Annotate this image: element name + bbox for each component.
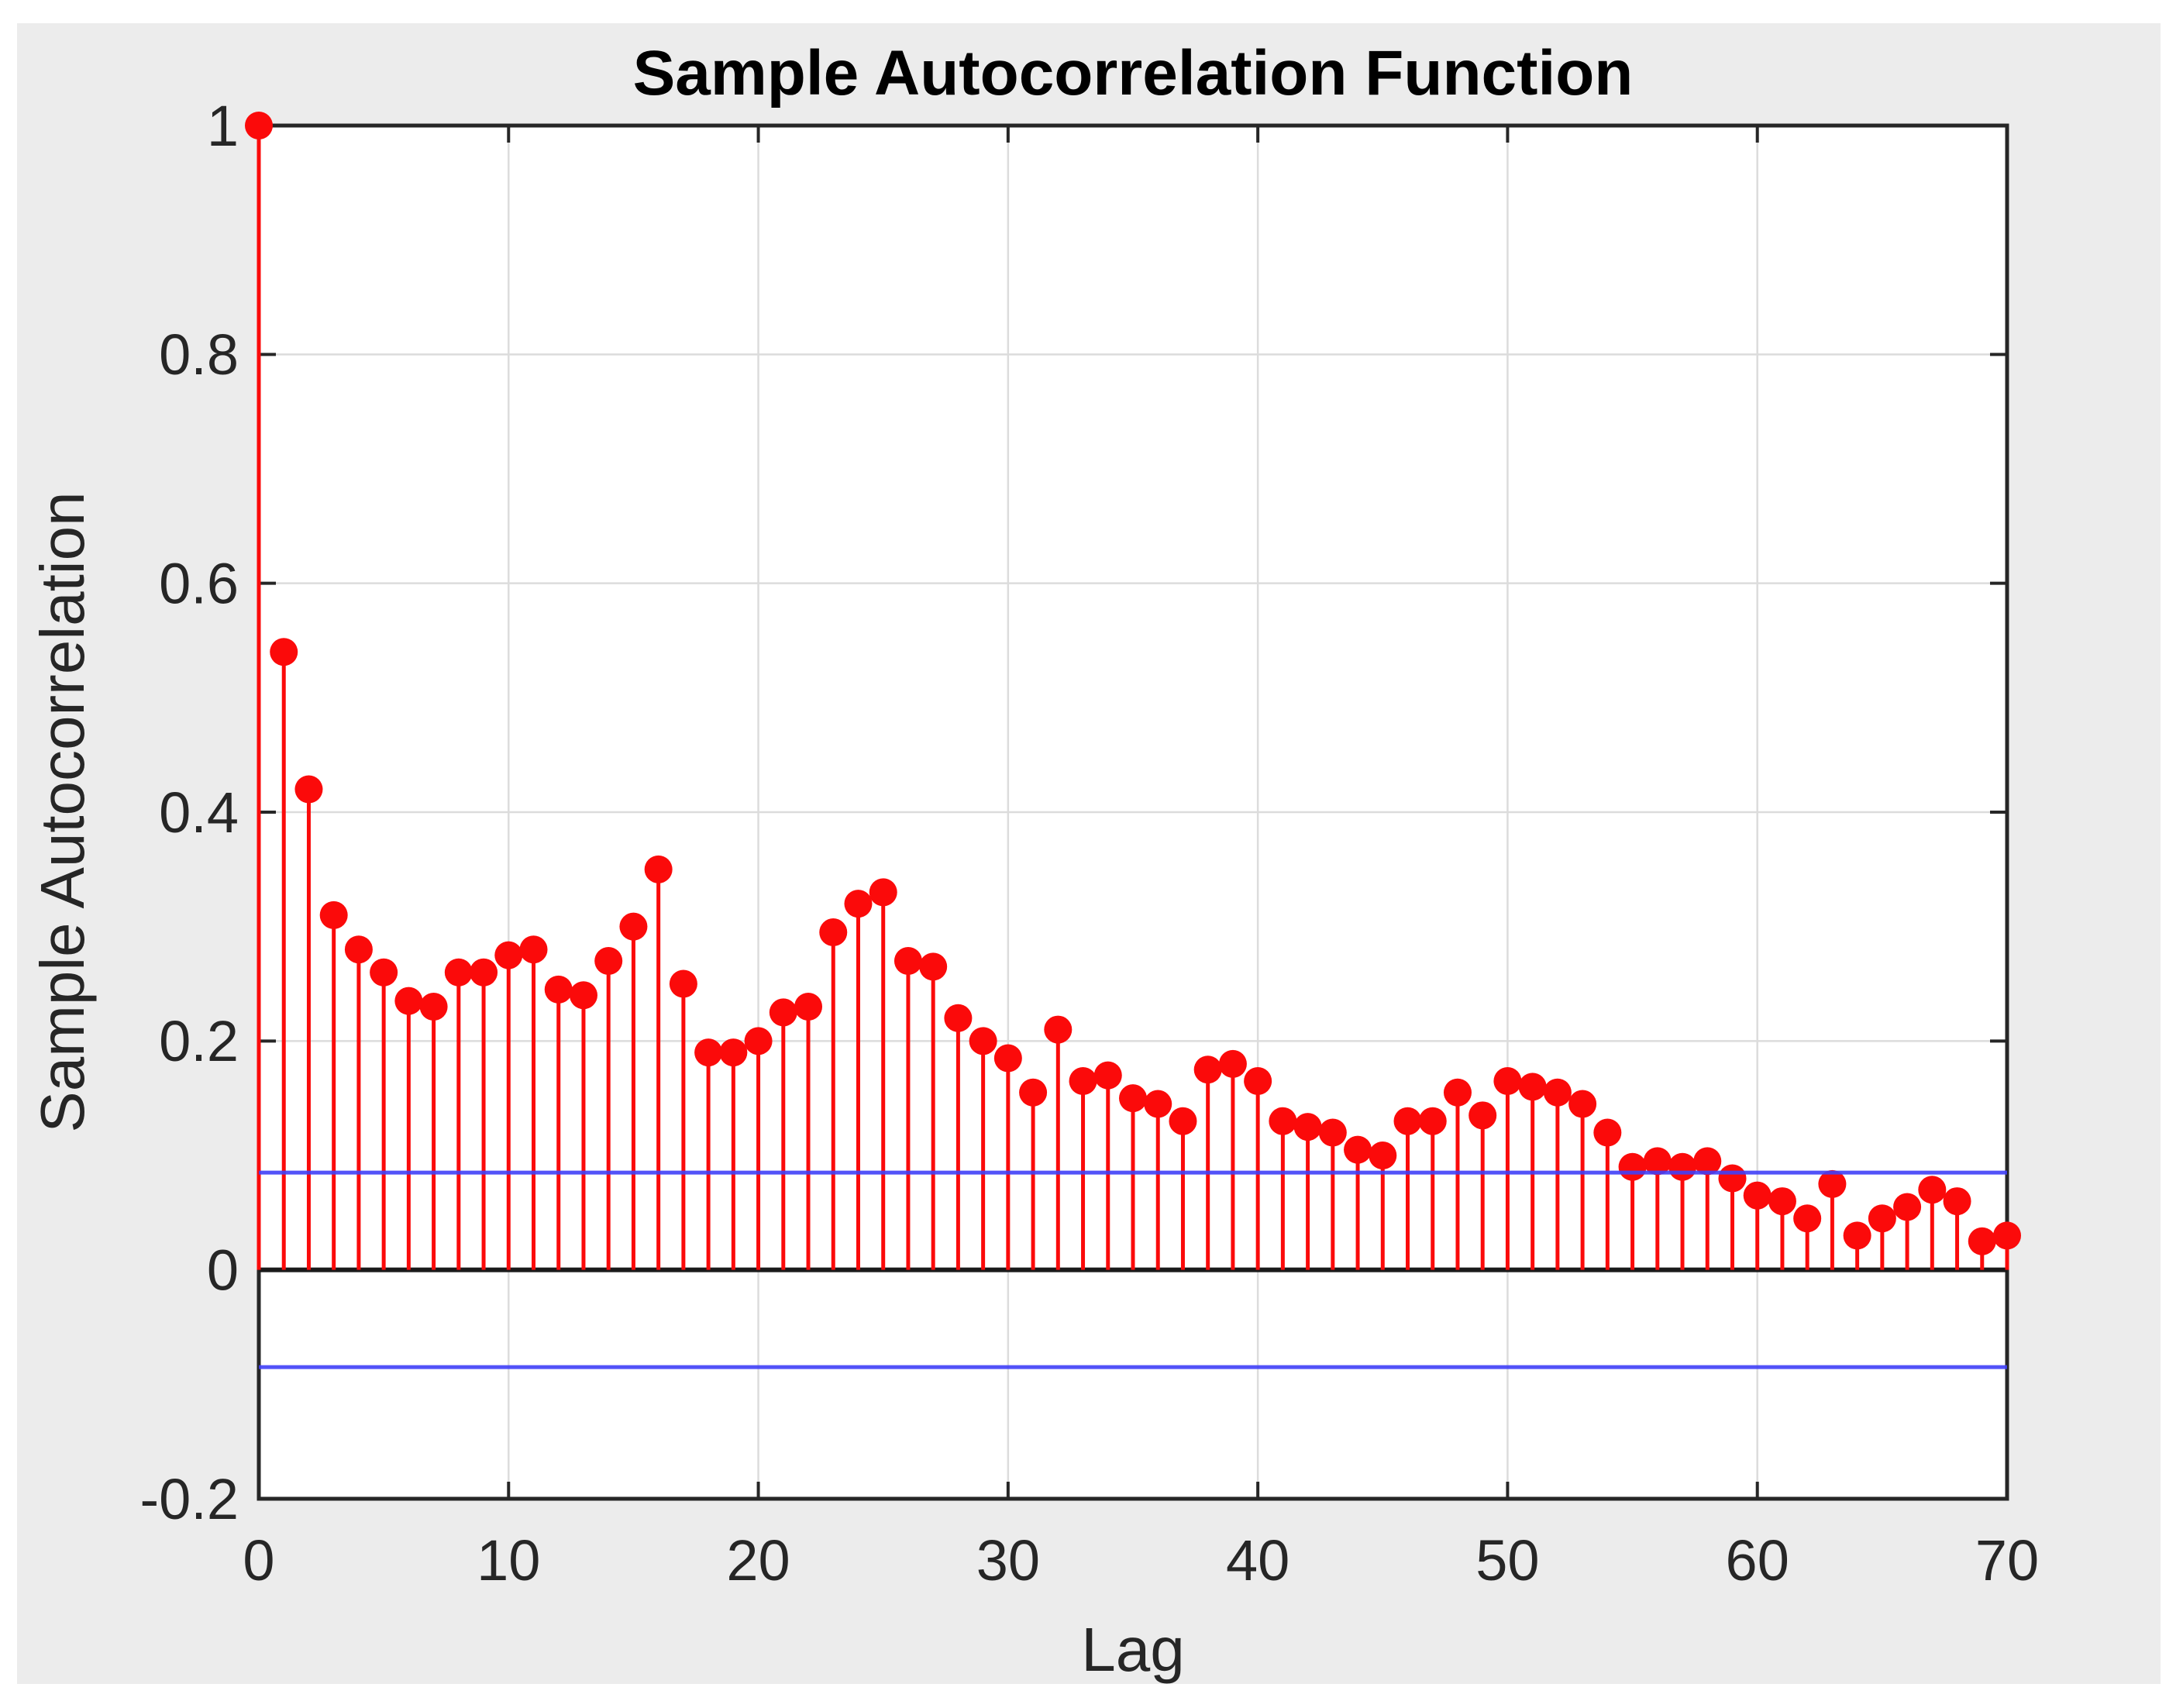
stem-marker (1893, 1193, 1922, 1221)
stem-marker (1418, 1107, 1447, 1135)
stem-marker (1918, 1176, 1947, 1204)
stem-marker (569, 981, 597, 1010)
x-tick-label: 70 (1975, 1528, 2039, 1593)
stem-marker (744, 1027, 773, 1055)
stem-marker (993, 1044, 1022, 1073)
stem-marker (344, 935, 373, 964)
x-tick-label: 10 (477, 1528, 540, 1593)
y-axis-label: Sample Autocorrelation (28, 491, 97, 1132)
stem-marker (1393, 1107, 1422, 1135)
stem-marker (1993, 1221, 2021, 1250)
stem-marker (1643, 1147, 1672, 1176)
stem-marker (869, 878, 897, 907)
stem-marker (1618, 1152, 1647, 1181)
x-tick-label: 50 (1475, 1528, 1539, 1593)
stem-marker (294, 775, 323, 804)
stem-marker (1469, 1101, 1497, 1130)
stem-marker (1044, 1015, 1073, 1044)
x-tick-label: 0 (243, 1528, 274, 1593)
stem-marker (1743, 1181, 1772, 1210)
y-tick-label: -0.2 (139, 1467, 239, 1531)
y-tick-label: 0.4 (159, 780, 239, 845)
stem-marker (1369, 1142, 1397, 1169)
stem-marker (270, 638, 298, 666)
tick-labels: 0 10 20 30 40 50 60 70-0.200.20.40.60.81 (139, 94, 2039, 1593)
stem-marker (719, 1038, 748, 1067)
stem-marker (1843, 1221, 1871, 1250)
stem-marker (919, 952, 948, 981)
stem-marker (1693, 1147, 1722, 1176)
stem-marker (1968, 1227, 1996, 1255)
stem-marker (1218, 1049, 1247, 1078)
x-tick-label: 20 (726, 1528, 790, 1593)
stem-marker (494, 941, 523, 969)
stem-marker (669, 969, 697, 998)
stem-marker (1144, 1090, 1172, 1118)
x-tick-label: 60 (1726, 1528, 1789, 1593)
stem-marker (1269, 1107, 1297, 1135)
stem-marker (1093, 1061, 1122, 1090)
chart-title: Sample Autocorrelation Function (633, 38, 1634, 108)
y-tick-label: 1 (207, 94, 239, 158)
y-tick-label: 0.8 (159, 322, 239, 387)
stem-marker (394, 987, 423, 1015)
stem-marker (769, 998, 797, 1027)
stem-marker (1293, 1113, 1322, 1142)
stem-marker (1344, 1135, 1372, 1164)
stem-marker (1568, 1090, 1597, 1118)
stem-marker (1718, 1164, 1747, 1193)
stem-marker (1768, 1187, 1796, 1216)
stem-marker (1943, 1187, 1971, 1216)
stem-marker (1193, 1055, 1222, 1084)
stem-marker (644, 855, 673, 883)
stem-marker (594, 946, 623, 975)
stem-marker (1443, 1078, 1472, 1107)
y-tick-label: 0 (207, 1238, 239, 1303)
stem-marker (894, 946, 922, 975)
stem-marker (694, 1038, 723, 1067)
x-axis-label: Lag (1081, 1615, 1184, 1684)
stem-marker (944, 1004, 973, 1032)
stem-marker (619, 912, 648, 941)
y-tick-label: 0.6 (159, 552, 239, 616)
stem-marker (1818, 1169, 1847, 1198)
stem-marker (1069, 1067, 1097, 1096)
stem-marker (519, 935, 548, 964)
stem-marker (1493, 1067, 1522, 1096)
stem-marker (1793, 1204, 1822, 1233)
x-tick-label: 40 (1226, 1528, 1289, 1593)
stem-marker (1593, 1118, 1622, 1147)
stem-marker (370, 958, 398, 987)
stem-marker (444, 958, 473, 987)
stem-marker (1244, 1067, 1272, 1096)
stem-marker (1169, 1107, 1197, 1135)
stem-marker (969, 1027, 997, 1055)
stem-marker (470, 958, 498, 987)
stem-marker (1318, 1118, 1347, 1147)
confidence-bound-lines (259, 1170, 2007, 1369)
stem-marker (544, 975, 573, 1004)
stem-marker (419, 993, 448, 1021)
stem-marker (794, 993, 823, 1021)
stem-marker (1119, 1084, 1147, 1113)
y-tick-label: 0.2 (159, 1009, 239, 1073)
stem-marker (319, 900, 348, 929)
stem-marker (1518, 1073, 1547, 1101)
stem-marker (1668, 1152, 1697, 1181)
stem-marker (245, 112, 273, 139)
stem-marker (1019, 1078, 1048, 1107)
stem-marker (819, 918, 848, 947)
x-tick-label: 30 (976, 1528, 1040, 1593)
stem-marker (1543, 1078, 1572, 1107)
stem-marker (1868, 1204, 1896, 1233)
stem-marker (844, 890, 873, 918)
